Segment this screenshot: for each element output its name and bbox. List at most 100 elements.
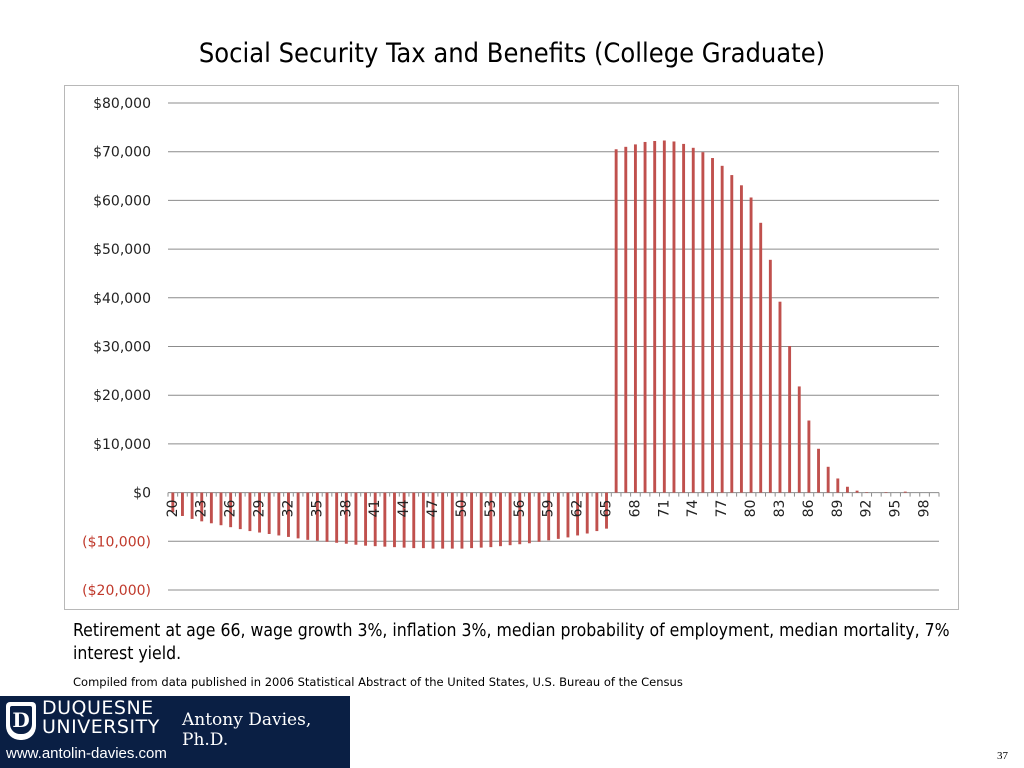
bar	[248, 492, 252, 532]
bar	[373, 492, 377, 547]
bar	[759, 222, 763, 493]
bar	[171, 492, 175, 513]
bar-chart: $80,000 $70,000 $60,000 $50,000 $40,000 $30,0…	[82, 96, 940, 599]
x-tick-label: 47	[425, 500, 441, 518]
x-tick-label: 65	[599, 500, 615, 518]
bar	[325, 492, 329, 542]
bar	[460, 492, 464, 549]
bar	[209, 492, 213, 524]
bar	[518, 492, 522, 545]
x-tick-label: 83	[772, 500, 788, 518]
y-tick-label: $80,000	[93, 96, 151, 112]
bar	[354, 492, 358, 545]
x-tick-label: 95	[888, 500, 904, 518]
x-tick-label: 74	[685, 500, 701, 518]
x-tick-label: 59	[541, 500, 557, 518]
x-tick-label: 71	[656, 500, 672, 518]
bar	[739, 185, 743, 493]
y-tick-label: ($10,000)	[82, 534, 151, 550]
bar	[537, 492, 541, 542]
bar	[624, 146, 628, 493]
bar	[181, 492, 184, 516]
bar	[662, 140, 666, 493]
bar	[527, 492, 531, 544]
bar	[470, 492, 474, 549]
x-tick-label: 44	[396, 500, 412, 518]
x-tick-label: 32	[280, 500, 296, 518]
bar	[701, 152, 705, 493]
footer-logo-banner: D DUQUESNE UNIVERSITY Antony Davies, Ph.…	[0, 696, 350, 768]
bar	[576, 492, 580, 536]
bar	[903, 491, 907, 493]
x-tick-label: 23	[194, 500, 210, 518]
chart-caption: Retirement at age 66, wage growth 3%, in…	[73, 621, 950, 664]
university-name: DUQUESNE UNIVERSITY	[42, 699, 160, 737]
slide-title: Social Security Tax and Benefits (Colleg…	[198, 38, 826, 69]
bar	[229, 492, 233, 528]
y-tick-label: $60,000	[93, 193, 151, 209]
x-tick-label: 92	[859, 500, 875, 518]
bar	[431, 492, 435, 549]
bar	[267, 492, 271, 534]
bar	[643, 141, 647, 493]
y-tick-label: $40,000	[93, 291, 151, 307]
bar	[817, 448, 820, 493]
x-tick-label: 98	[917, 500, 933, 518]
bar	[335, 492, 339, 543]
bar	[720, 165, 724, 493]
bar	[855, 490, 859, 493]
bar	[633, 144, 637, 493]
bar	[547, 492, 551, 541]
bar	[711, 158, 714, 493]
bar	[605, 492, 608, 529]
bar	[421, 492, 425, 549]
bar	[238, 492, 242, 530]
bar	[200, 492, 204, 522]
bar	[836, 478, 840, 493]
y-tick-label: $30,000	[93, 340, 151, 356]
university-name-line2: UNIVERSITY	[42, 716, 160, 738]
x-tick-label: 41	[367, 500, 383, 518]
x-tick-label: 62	[570, 500, 586, 518]
bar	[807, 420, 811, 493]
y-tick-label: $50,000	[93, 242, 151, 258]
bar	[614, 149, 618, 493]
x-tick-label: 56	[512, 500, 528, 518]
x-tick-label: 77	[714, 500, 730, 518]
bar	[788, 346, 792, 493]
bar	[672, 141, 676, 493]
y-tick-label: ($20,000)	[82, 583, 151, 599]
x-tick-label: 38	[338, 500, 354, 518]
bar	[682, 143, 686, 493]
x-tick-label: 50	[454, 500, 470, 518]
bar	[845, 486, 849, 493]
bar	[364, 492, 368, 546]
bar	[315, 492, 319, 541]
bar	[778, 301, 782, 493]
university-name-line1: DUQUESNE	[42, 697, 154, 719]
bar	[450, 492, 454, 549]
y-tick-label: $20,000	[93, 388, 151, 404]
bar	[277, 492, 281, 536]
bar	[691, 147, 695, 493]
x-tick-label: 29	[252, 500, 268, 518]
bar	[508, 492, 512, 546]
bar	[556, 492, 560, 539]
bar	[749, 197, 753, 493]
bar	[489, 492, 493, 548]
x-tick-label: 89	[830, 500, 846, 518]
bar	[383, 492, 387, 547]
bar	[402, 492, 406, 548]
bar	[566, 492, 570, 538]
x-tick-label: 86	[801, 500, 817, 518]
x-tick-label: 80	[743, 500, 759, 518]
bar	[412, 492, 416, 549]
x-tick-label: 35	[309, 500, 325, 518]
university-seal-icon: D	[6, 702, 36, 740]
bar	[306, 492, 310, 540]
website-url: www.antolin-davies.com	[6, 745, 167, 762]
y-tick-label: $10,000	[93, 437, 151, 453]
bar	[585, 492, 589, 534]
x-tick-label: 20	[165, 500, 181, 518]
bar	[344, 492, 348, 544]
